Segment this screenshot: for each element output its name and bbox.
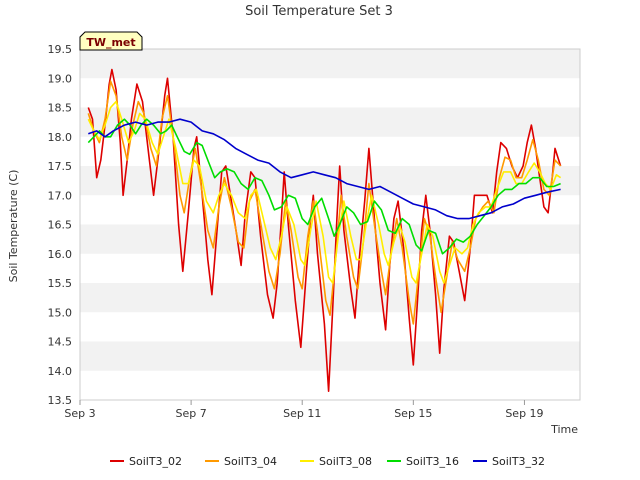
y-axis-ticks: 13.5 14.0 14.5 15.0 15.5 16.0 16.5 17.0 17.5 18.0… — [48, 43, 73, 407]
y-tick-label: 19.5 — [48, 43, 73, 56]
y-tick-label: 17.0 — [48, 189, 73, 202]
legend-label: SoilT3_08 — [319, 455, 372, 468]
grid-band — [80, 49, 580, 79]
y-tick-label: 15.5 — [48, 277, 73, 290]
legend-item: SoilT3_02 — [110, 455, 182, 468]
legend-item: SoilT3_16 — [387, 455, 459, 468]
legend-label: SoilT3_04 — [224, 455, 277, 468]
series-line-soilt3-32 — [88, 118, 561, 220]
grid-band — [80, 312, 580, 342]
badge-shape — [79, 31, 143, 51]
series-line-soilt3-16 — [87, 118, 561, 255]
y-tick-label: 14.0 — [48, 365, 73, 378]
x-tick-label: Sep 19 — [505, 407, 543, 420]
y-tick-label: 19.0 — [48, 72, 73, 85]
x-axis-ticks: Sep 3 Sep 7 Sep 11 Sep 15 Sep 19 — [64, 400, 544, 420]
y-tick-label: 18.5 — [48, 102, 73, 115]
series-line-soilt3-04 — [87, 80, 562, 325]
x-tick-label: Sep 15 — [394, 407, 432, 420]
x-axis-label: Time — [550, 423, 578, 436]
y-tick-label: 15.0 — [48, 306, 73, 319]
chart-title: Soil Temperature Set 3 — [245, 4, 393, 19]
y-tick-label: 18.0 — [48, 131, 73, 144]
y-tick-label: 16.0 — [48, 248, 73, 261]
legend-item: SoilT3_08 — [300, 455, 372, 468]
y-tick-label: 16.5 — [48, 219, 73, 232]
grid-band — [80, 78, 580, 108]
badge-label: TW_met — [86, 36, 135, 49]
y-tick-label: 14.5 — [48, 336, 73, 349]
legend-label: SoilT3_16 — [406, 455, 459, 468]
grid-band — [80, 224, 580, 254]
x-tick-label: Sep 11 — [283, 407, 321, 420]
legend-label: SoilT3_02 — [129, 455, 182, 468]
legend-item: SoilT3_32 — [473, 455, 545, 468]
y-tick-label: 13.5 — [48, 394, 73, 407]
x-tick-label: Sep 7 — [175, 407, 206, 420]
legend: SoilT3_02 SoilT3_04 SoilT3_08 SoilT3_16 Soil… — [110, 455, 545, 468]
series-lines — [87, 68, 562, 392]
legend-item: SoilT3_04 — [205, 455, 277, 468]
y-axis-label: Soil Temperature (C) — [7, 170, 20, 283]
grid-band — [80, 195, 580, 225]
x-tick-label: Sep 3 — [64, 407, 95, 420]
legend-label: SoilT3_32 — [492, 455, 545, 468]
plot-frame — [79, 48, 581, 401]
grid-band — [80, 136, 580, 166]
y-tick-label: 17.5 — [48, 160, 73, 173]
series-line-soilt3-08 — [87, 100, 562, 284]
tw-met-badge: TW_met — [79, 31, 143, 51]
